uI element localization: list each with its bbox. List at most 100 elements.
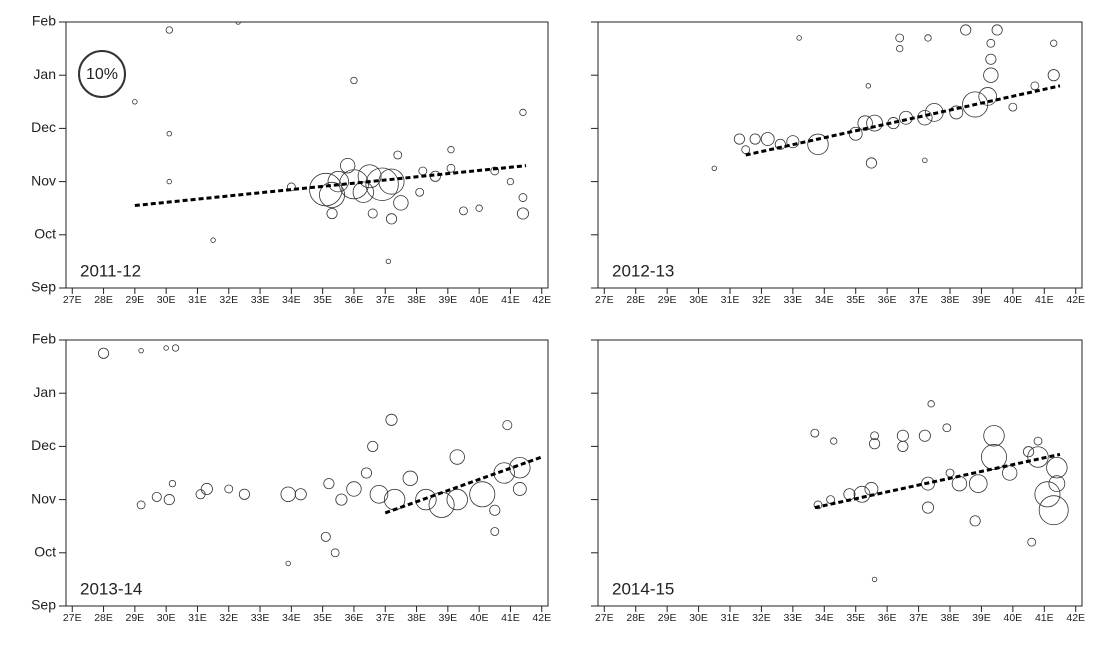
bubble: [951, 475, 968, 492]
bubble: [796, 35, 802, 41]
x-tick-label: 32E: [752, 612, 771, 624]
y-tick-label: Feb: [32, 13, 56, 29]
y-tick-label: Nov: [31, 172, 56, 188]
y-tick-label: Jan: [33, 66, 56, 82]
panel-title: 2012-13: [612, 261, 674, 280]
bubble: [895, 33, 905, 43]
x-tick-label: 37E: [376, 612, 395, 624]
x-tick-label: 31E: [721, 612, 740, 624]
x-tick-label: 37E: [909, 612, 928, 624]
bubble: [512, 482, 527, 496]
trend-line: [134, 164, 527, 208]
bubble: [163, 494, 175, 506]
x-tick-label: 38E: [941, 612, 960, 624]
bubble: [369, 484, 389, 504]
bubble: [786, 135, 800, 149]
x-tick-label: 30E: [689, 294, 708, 306]
bubble: [983, 425, 1005, 447]
x-tick-label: 41E: [1035, 612, 1054, 624]
bubble: [339, 169, 369, 200]
x-tick-label: 38E: [407, 612, 426, 624]
bubble: [962, 91, 989, 118]
x-tick-label: 39E: [439, 294, 458, 306]
x-tick-label: 38E: [407, 294, 426, 306]
bubble: [843, 488, 856, 501]
bubble: [813, 500, 823, 510]
bubble: [320, 531, 331, 542]
x-tick-label: 30E: [157, 294, 176, 306]
x-tick-label: 29E: [658, 612, 677, 624]
x-tick-label: 28E: [626, 612, 645, 624]
y-tick-label: Oct: [34, 544, 56, 560]
x-tick-label: 35E: [846, 612, 865, 624]
bubble: [1050, 39, 1058, 47]
y-tick-label: Dec: [31, 119, 56, 135]
bubble: [166, 178, 172, 185]
bubble: [921, 501, 935, 514]
bubble: [1033, 436, 1043, 446]
x-tick-label: 36E: [878, 294, 897, 306]
y-tick-label: Dec: [31, 437, 56, 453]
plot-frame: [65, 339, 549, 607]
y-tick-label: Sep: [31, 279, 56, 295]
bubble: [519, 108, 527, 117]
bubble: [866, 114, 883, 132]
bubble: [830, 437, 838, 445]
bubble: [415, 187, 425, 197]
bubble: [151, 491, 162, 502]
x-tick-label: 27E: [595, 294, 614, 306]
bubble: [385, 258, 392, 265]
x-tick-label: 31E: [721, 294, 740, 306]
bubble: [285, 560, 291, 567]
bubble: [323, 478, 335, 490]
bubble: [163, 345, 169, 351]
x-tick-label: 36E: [345, 612, 364, 624]
y-tick-label: Oct: [34, 226, 56, 242]
bubble: [294, 488, 307, 501]
bubble: [1048, 475, 1066, 493]
bubble: [518, 193, 528, 202]
x-tick-label: 42E: [1066, 294, 1085, 306]
panel: 27E 28E 29E 30E 31E 32E 33E 34E 35E 36E 37E 38E 39E 4…: [591, 21, 1085, 306]
panel: 27E 28E 29E 30E 31E 32E 33E 34E 35E 36E 37E 38E 39E 4…: [31, 13, 551, 306]
bubble: [896, 429, 909, 442]
x-tick-label: 33E: [784, 612, 803, 624]
bubbles: [132, 22, 529, 265]
bubble: [393, 195, 409, 211]
panel-title: 2013-14: [80, 579, 142, 598]
bubble: [922, 157, 928, 164]
trend-line: [814, 452, 1061, 510]
bubble: [918, 429, 931, 442]
bubble: [166, 131, 172, 137]
x-tick-label: 28E: [626, 294, 645, 306]
x-tick-label: 34E: [282, 612, 301, 624]
bubble: [968, 474, 988, 493]
x-tick-label: 28E: [94, 612, 113, 624]
y-tick-label: Feb: [32, 331, 56, 347]
bubble: [365, 167, 399, 201]
bubble: [446, 488, 468, 511]
x-tick-label: 40E: [1004, 294, 1023, 306]
size-legend-label: 10%: [86, 66, 118, 83]
x-tick-label: 27E: [63, 294, 82, 306]
bubble: [1038, 495, 1069, 526]
bubble: [985, 53, 997, 65]
x-tick-label: 39E: [972, 294, 991, 306]
bubble: [489, 504, 501, 516]
bubble: [924, 34, 932, 42]
x-tick-label: 33E: [784, 294, 803, 306]
bubble: [927, 400, 935, 408]
x-tick-label: 36E: [878, 612, 897, 624]
panel: 27E 28E 29E 30E 31E 32E 33E 34E 35E 36E 37E 38E 39E 4…: [591, 339, 1085, 624]
bubble: [367, 208, 378, 219]
size-legend-circle: [78, 50, 126, 98]
bubbles: [810, 400, 1069, 583]
x-tick-label: 37E: [909, 294, 928, 306]
x-tick-label: 37E: [376, 294, 395, 306]
bubble: [309, 172, 343, 207]
x-tick-label: 34E: [282, 294, 301, 306]
x-tick-label: 41E: [1035, 294, 1054, 306]
bubble: [810, 428, 820, 438]
bubble: [807, 133, 829, 156]
